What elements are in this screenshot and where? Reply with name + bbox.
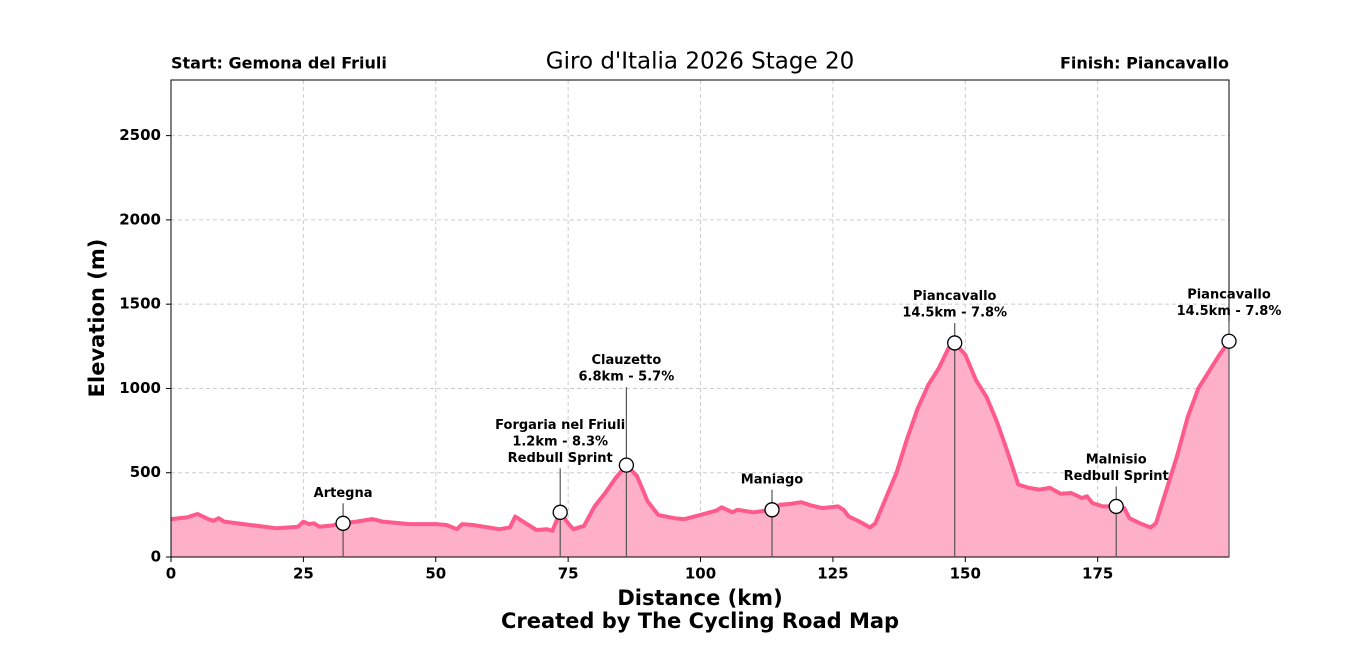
annotation-label: 1.2km - 8.3%: [512, 434, 608, 449]
annotation-label: Redbull Sprint: [1064, 469, 1169, 484]
y-tick-label: 2500: [119, 126, 161, 144]
climb-marker: [335, 515, 351, 531]
climb-marker: [764, 502, 780, 518]
climb-marker: [1108, 498, 1124, 515]
climb-marker: [552, 504, 568, 520]
x-tick-label: 25: [293, 565, 314, 583]
y-tick-label: 2000: [119, 210, 161, 228]
x-tick-label: 150: [950, 565, 981, 583]
x-tick-label: 125: [817, 565, 848, 583]
climb-marker: [618, 457, 635, 473]
climb-marker: [1221, 333, 1237, 349]
annotation-label: Piancavallo: [913, 289, 997, 304]
y-axis-label: Elevation (m): [85, 239, 109, 398]
y-tick-label: 1000: [119, 379, 161, 397]
annotation-label: Piancavallo: [1187, 287, 1271, 302]
annotation-label: Forgaria nel Friuli: [495, 418, 625, 433]
annotation-label: 6.8km - 5.7%: [579, 370, 675, 385]
climb-marker: [947, 335, 963, 351]
annotation-label: Malnisio: [1086, 452, 1147, 467]
elevation-line: [170, 340, 1231, 533]
annotation-label: Artegna: [314, 486, 373, 501]
chart-title: Giro d'Italia 2026 Stage 20: [546, 49, 854, 75]
plot-frame: [170, 79, 1230, 558]
annotation-label: Clauzetto: [592, 353, 662, 368]
x-tick-label: 50: [425, 565, 446, 583]
x-tick-label: 0: [166, 565, 176, 583]
x-tick-label: 75: [558, 565, 579, 583]
x-tick-label: 100: [685, 565, 716, 583]
annotation-label: Redbull Sprint: [508, 451, 613, 466]
x-axis-label: Distance (km): [617, 586, 782, 610]
start-label: Start: Gemona del Friuli: [171, 54, 387, 73]
y-tick-label: 500: [130, 463, 161, 481]
annotation-label: Maniago: [741, 472, 803, 487]
footer: Created by The Cycling Road Map: [501, 609, 899, 633]
elevation-area: [171, 341, 1229, 557]
annotation-label: 14.5km - 7.8%: [1177, 304, 1282, 319]
y-tick-label: 1500: [119, 295, 161, 313]
finish-label: Finish: Piancavallo: [1060, 54, 1229, 73]
y-tick-label: 0: [151, 548, 161, 566]
x-tick-label: 175: [1082, 565, 1113, 583]
annotation-label: 14.5km - 7.8%: [902, 305, 1007, 320]
